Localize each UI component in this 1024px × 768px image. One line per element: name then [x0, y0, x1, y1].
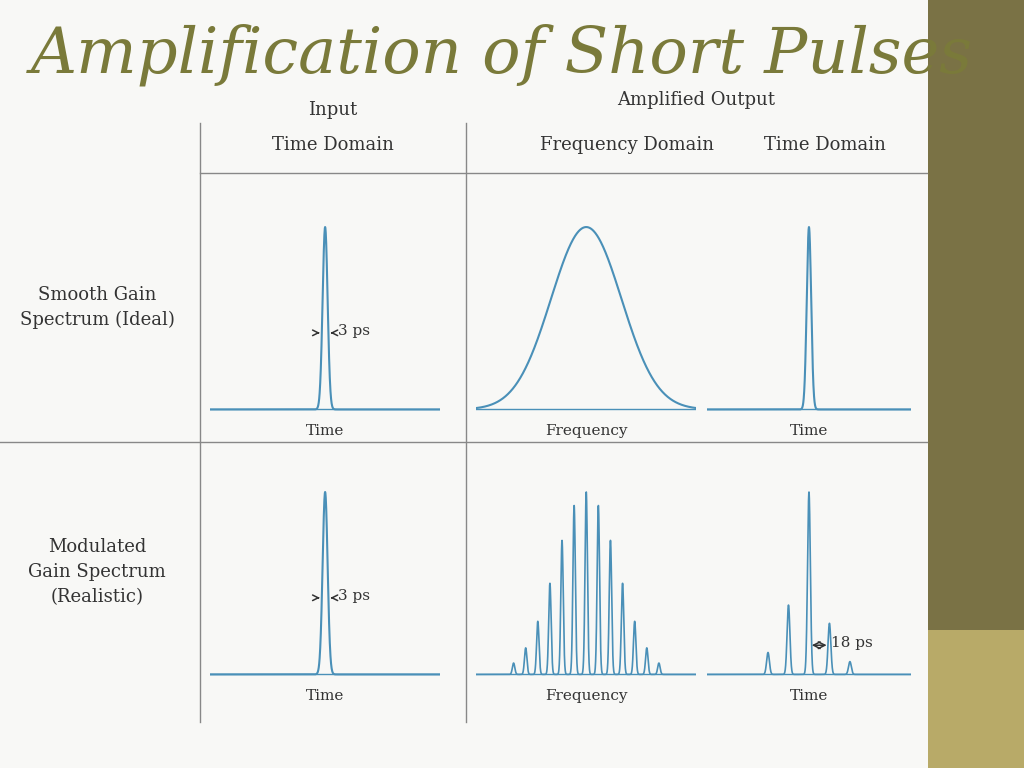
- Text: Smooth Gain
Spectrum (Ideal): Smooth Gain Spectrum (Ideal): [19, 286, 175, 329]
- Text: Amplification of Short Pulses: Amplification of Short Pulses: [31, 23, 973, 85]
- Text: Input: Input: [308, 101, 357, 119]
- Text: 18 ps: 18 ps: [830, 637, 872, 650]
- X-axis label: Frequency: Frequency: [545, 689, 628, 703]
- Text: Amplified Output: Amplified Output: [617, 91, 775, 109]
- Text: Frequency Domain: Frequency Domain: [541, 136, 714, 154]
- X-axis label: Time: Time: [790, 424, 828, 438]
- X-axis label: Time: Time: [790, 689, 828, 703]
- Text: 3 ps: 3 ps: [338, 589, 370, 603]
- Text: Time Domain: Time Domain: [271, 136, 394, 154]
- X-axis label: Time: Time: [306, 689, 344, 703]
- Text: Time Domain: Time Domain: [764, 136, 887, 154]
- X-axis label: Frequency: Frequency: [545, 424, 628, 438]
- X-axis label: Time: Time: [306, 424, 344, 438]
- Text: Modulated
Gain Spectrum
(Realistic): Modulated Gain Spectrum (Realistic): [29, 538, 166, 606]
- Text: 3 ps: 3 ps: [338, 324, 370, 338]
